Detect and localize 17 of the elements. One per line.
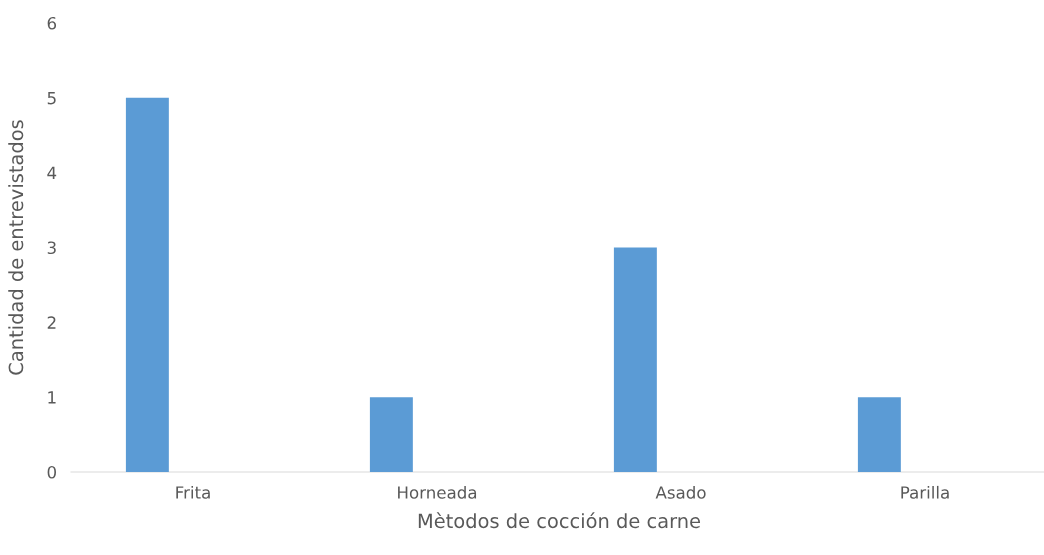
x-tick-label: Frita	[176, 485, 210, 499]
y-tick-label: 4	[47, 166, 57, 179]
y-axis-title: Cantidad de entrevistados	[8, 120, 24, 375]
y-tick-label: 0	[47, 465, 56, 479]
bar	[613, 247, 657, 472]
y-tick-label: 5	[47, 92, 56, 105]
bar	[125, 97, 169, 472]
y-tick-label: 1	[48, 391, 56, 404]
y-tick-label: 6	[47, 16, 57, 30]
y-tick-label: 2	[47, 316, 56, 329]
bar	[857, 397, 901, 472]
x-axis-title: Mètodos de cocción de carne	[418, 512, 701, 529]
x-tick-label: Horneada	[398, 485, 477, 499]
y-tick-label: 3	[47, 241, 56, 255]
x-tick-label: Asado	[655, 485, 706, 499]
x-tick-label: Parilla	[901, 485, 949, 499]
bar	[369, 397, 413, 472]
